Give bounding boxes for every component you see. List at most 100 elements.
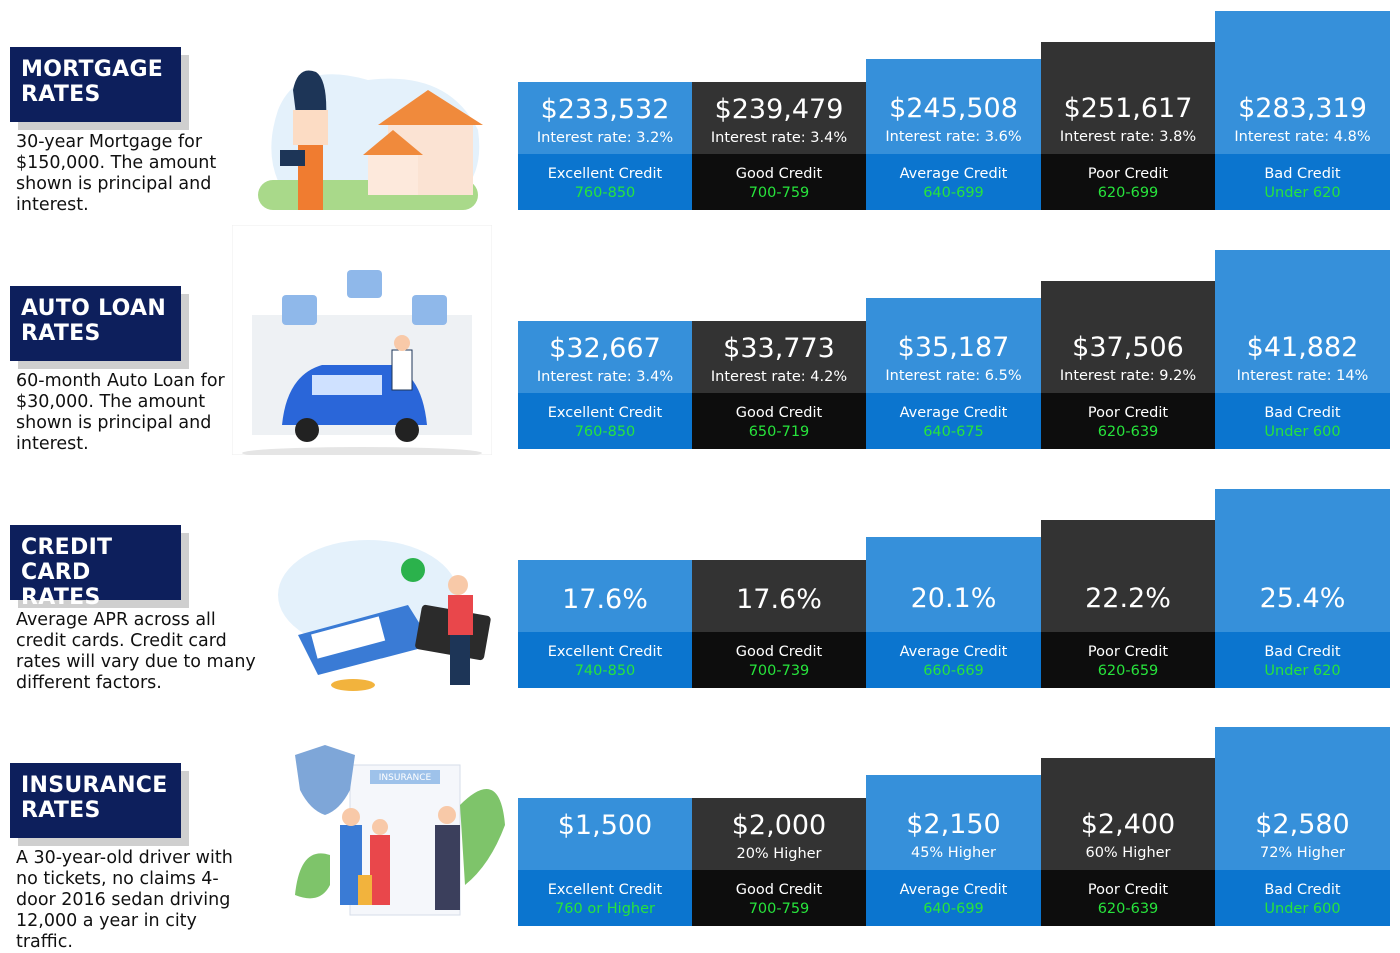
tier-score-range: 700-759 xyxy=(748,901,810,917)
tier-score-range: 760 or Higher xyxy=(555,901,655,917)
tier-band: Bad Credit Under 620 xyxy=(1215,154,1390,210)
tier-band: Excellent Credit 760-850 xyxy=(518,393,692,449)
tier-good-credit: 17.6% Good Credit 700-739 xyxy=(692,560,866,688)
tier-value: $2,580 xyxy=(1255,809,1350,840)
section-heading: INSURANCE RATES xyxy=(10,763,181,838)
tier-score-range: 640-699 xyxy=(923,901,984,917)
tier-poor-credit: 22.2% Poor Credit 620-659 xyxy=(1041,520,1215,688)
tier-band: Average Credit 640-675 xyxy=(866,393,1041,449)
tier-subtext: 20% Higher xyxy=(736,846,822,862)
tier-average-credit: $245,508 Interest rate: 3.6% Average Cre… xyxy=(866,59,1041,210)
tier-label: Average Credit xyxy=(899,166,1008,182)
tier-value: $33,773 xyxy=(723,333,835,364)
tier-label: Average Credit xyxy=(899,405,1008,421)
tier-good-credit: $33,773 Interest rate: 4.2% Good Credit … xyxy=(692,321,866,449)
tier-subtext: 60% Higher xyxy=(1085,845,1171,861)
tier-subtext: Interest rate: 3.2% xyxy=(536,130,674,146)
tier-score-range: 620-639 xyxy=(1097,901,1159,917)
tier-band: Bad Credit Under 600 xyxy=(1215,870,1390,926)
tier-score-range: Under 600 xyxy=(1264,424,1341,440)
tier-score-range: 620-639 xyxy=(1097,424,1159,440)
tier-average-credit: $35,187 Interest rate: 6.5% Average Cred… xyxy=(866,298,1041,449)
section-auto-loan-rates: AUTO LOAN RATES 60-month Auto Loan for $… xyxy=(0,224,1400,474)
tier-score-range: 740-850 xyxy=(574,663,636,679)
tier-excellent-credit: 17.6% Excellent Credit 740-850 xyxy=(518,560,692,688)
tier-score-range: 700-739 xyxy=(748,663,810,679)
tier-average-credit: 20.1% Average Credit 660-669 xyxy=(866,537,1041,688)
tier-band: Bad Credit Under 620 xyxy=(1215,632,1390,688)
tier-score-range: 620-659 xyxy=(1097,663,1159,679)
tier-subtext: Interest rate: 4.8% xyxy=(1234,129,1371,145)
tier-value: $239,479 xyxy=(714,94,844,125)
tier-band: Average Credit 640-699 xyxy=(866,154,1041,210)
section-heading: MORTGAGE RATES xyxy=(10,47,181,122)
man-with-blue-car-icon xyxy=(231,224,493,459)
tier-score-range: 640-675 xyxy=(923,424,984,440)
tier-value: $251,617 xyxy=(1063,93,1193,124)
tier-good-credit: $2,000 20% Higher Good Credit 700-759 xyxy=(692,798,866,926)
section-heading: AUTO LOAN RATES xyxy=(10,286,181,361)
tier-value: $1,500 xyxy=(557,810,653,841)
tier-value: 20.1% xyxy=(910,583,997,614)
tier-band: Average Credit 640-699 xyxy=(866,870,1041,926)
tier-subtext: Interest rate: 3.4% xyxy=(710,130,848,146)
tier-subtext: Interest rate: 6.5% xyxy=(885,368,1022,384)
tier-label: Poor Credit xyxy=(1087,405,1169,421)
section-description: A 30-year-old driver with no tickets, no… xyxy=(16,848,233,952)
tier-subtext: Interest rate: 4.2% xyxy=(710,369,848,385)
tier-value: 17.6% xyxy=(562,584,648,615)
tier-label: Good Credit xyxy=(735,644,823,660)
tier-label: Bad Credit xyxy=(1264,882,1341,898)
tier-score-range: 660-669 xyxy=(923,663,984,679)
tier-value: $41,882 xyxy=(1246,332,1359,363)
tier-subtext: Interest rate: 3.6% xyxy=(885,129,1022,145)
tier-label: Bad Credit xyxy=(1264,166,1341,182)
tier-value: $2,150 xyxy=(906,809,1001,840)
section-description: 60-month Auto Loan for $30,000. The amou… xyxy=(16,371,225,454)
tier-subtext: Interest rate: 14% xyxy=(1236,368,1369,384)
tier-subtext: Interest rate: 9.2% xyxy=(1059,368,1197,384)
tier-excellent-credit: $233,532 Interest rate: 3.2% Excellent C… xyxy=(518,82,692,210)
tier-score-range: 760-850 xyxy=(574,185,636,201)
tier-band: Good Credit 700-759 xyxy=(692,154,866,210)
tier-excellent-credit: $1,500 Excellent Credit 760 or Higher xyxy=(518,798,692,926)
section-credit-card-rates: CREDIT CARD RATES Average APR across all… xyxy=(0,478,1400,713)
tier-label: Good Credit xyxy=(735,882,823,898)
tier-band: Average Credit 660-669 xyxy=(866,632,1041,688)
tier-value: $35,187 xyxy=(897,332,1010,363)
tier-band: Excellent Credit 760-850 xyxy=(518,154,692,210)
tier-value: 22.2% xyxy=(1085,583,1171,614)
tier-subtext: 72% Higher xyxy=(1259,845,1346,861)
tier-subtext: Interest rate: 3.8% xyxy=(1059,129,1197,145)
tier-label: Average Credit xyxy=(899,882,1008,898)
tier-band: Good Credit 700-739 xyxy=(692,632,866,688)
tier-value: $2,400 xyxy=(1080,809,1176,840)
woman-with-keys-and-house-icon xyxy=(238,50,498,230)
tier-good-credit: $239,479 Interest rate: 3.4% Good Credit… xyxy=(692,82,866,210)
tier-score-range: Under 620 xyxy=(1264,185,1341,201)
tier-value: $37,506 xyxy=(1072,332,1184,363)
tier-bad-credit: $283,319 Interest rate: 4.8% Bad Credit … xyxy=(1215,11,1390,210)
tier-bad-credit: $41,882 Interest rate: 14% Bad Credit Un… xyxy=(1215,250,1390,449)
tier-subtext: 45% Higher xyxy=(910,845,997,861)
tier-bad-credit: 25.4% Bad Credit Under 620 xyxy=(1215,489,1390,688)
tier-score-range: Under 620 xyxy=(1264,663,1341,679)
section-mortgage-rates: MORTGAGE RATES 30-year Mortgage for $150… xyxy=(0,0,1400,235)
tier-bad-credit: $2,580 72% Higher Bad Credit Under 600 xyxy=(1215,727,1390,926)
tier-band: Poor Credit 620-699 xyxy=(1041,154,1215,210)
tier-band: Poor Credit 620-639 xyxy=(1041,393,1215,449)
tier-band: Good Credit 700-759 xyxy=(692,870,866,926)
tier-label: Poor Credit xyxy=(1087,644,1169,660)
tier-band: Good Credit 650-719 xyxy=(692,393,866,449)
insurance-label: INSURANCE xyxy=(379,773,432,783)
tier-label: Bad Credit xyxy=(1264,405,1341,421)
tier-label: Average Credit xyxy=(899,644,1008,660)
tier-label: Excellent Credit xyxy=(547,166,663,182)
tier-value: $2,000 xyxy=(731,810,827,841)
tier-excellent-credit: $32,667 Interest rate: 3.4% Excellent Cr… xyxy=(518,321,692,449)
tier-score-range: 700-759 xyxy=(748,185,810,201)
family-with-insurance-document-icon: INSURANCE xyxy=(270,745,530,925)
tier-value: 25.4% xyxy=(1259,583,1346,614)
tier-value: $283,319 xyxy=(1238,93,1367,124)
section-description: Average APR across all credit cards. Cre… xyxy=(16,610,256,693)
